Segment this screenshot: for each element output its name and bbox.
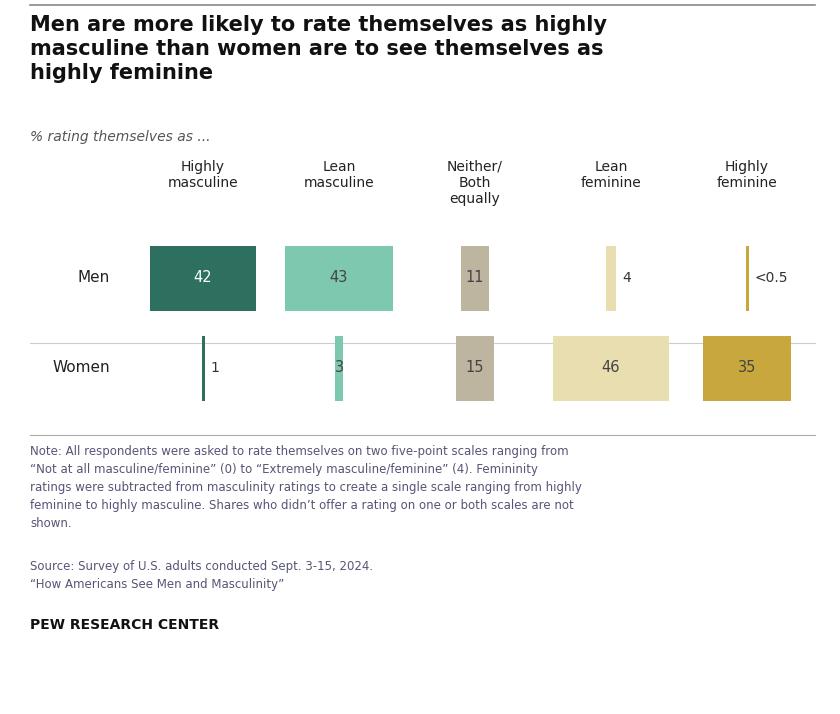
Text: <0.5: <0.5 [754, 271, 788, 285]
Bar [461, 246, 489, 311]
Text: 46: 46 [601, 361, 620, 376]
Text: 15: 15 [465, 361, 484, 376]
Bar [554, 336, 669, 401]
Bar [746, 246, 748, 311]
Text: Men are more likely to rate themselves as highly
masculine than women are to see: Men are more likely to rate themselves a… [30, 15, 607, 83]
Text: Women: Women [52, 361, 110, 376]
Text: Lean
masculine: Lean masculine [304, 160, 375, 190]
Text: 35: 35 [738, 361, 756, 376]
Text: Highly
masculine: Highly masculine [168, 160, 239, 190]
Text: 4: 4 [622, 271, 631, 285]
Text: 11: 11 [465, 271, 484, 286]
Text: Lean
feminine: Lean feminine [580, 160, 642, 190]
Text: Source: Survey of U.S. adults conducted Sept. 3-15, 2024.
“How Americans See Men: Source: Survey of U.S. adults conducted … [30, 560, 373, 591]
Text: Neither/
Both
equally: Neither/ Both equally [447, 160, 503, 206]
Bar [285, 246, 393, 311]
Bar [335, 336, 343, 401]
Bar [703, 336, 791, 401]
Text: 43: 43 [330, 271, 349, 286]
Text: % rating themselves as ...: % rating themselves as ... [30, 130, 211, 144]
Text: 42: 42 [194, 271, 213, 286]
Text: 1: 1 [211, 361, 219, 375]
Text: Note: All respondents were asked to rate themselves on two five-point scales ran: Note: All respondents were asked to rate… [30, 445, 582, 530]
Text: PEW RESEARCH CENTER: PEW RESEARCH CENTER [30, 618, 219, 632]
Text: Highly
feminine: Highly feminine [717, 160, 777, 190]
Bar [202, 336, 204, 401]
Text: Men: Men [78, 271, 110, 286]
Bar [456, 336, 494, 401]
Text: 3: 3 [334, 361, 344, 376]
Bar [150, 246, 255, 311]
Bar [606, 246, 616, 311]
